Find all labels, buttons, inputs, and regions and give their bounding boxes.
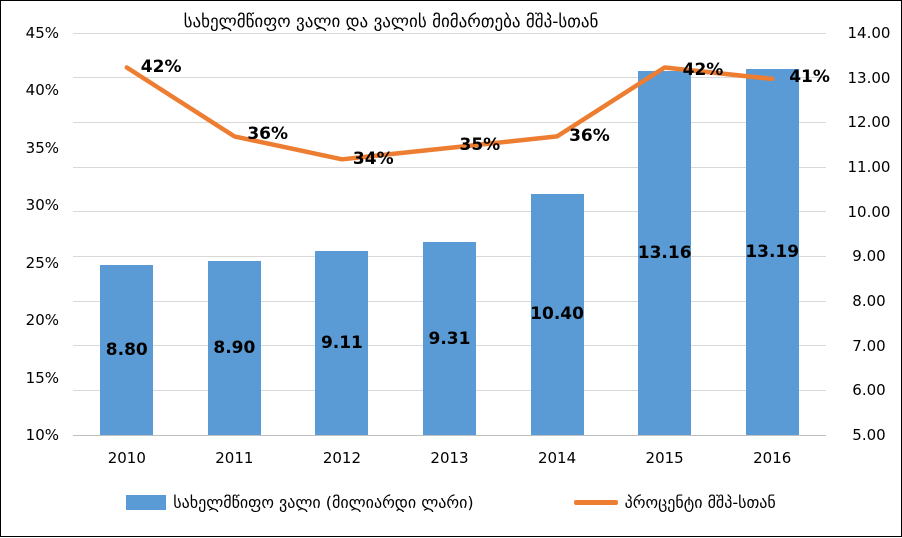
x-axis-label-2014: 2014 (537, 449, 577, 467)
right-axis-tick: 14.00 (847, 24, 891, 42)
x-axis-label-2010: 2010 (107, 449, 146, 467)
bar-value-label: 9.11 (320, 333, 363, 354)
right-axis-tick: 8.00 (852, 292, 886, 310)
bar-2014 (530, 193, 584, 435)
bar-value-label: 9.31 (428, 328, 471, 349)
right-axis-tick: 13.00 (847, 68, 891, 87)
legend-label-line-series: პროცენტი მშპ-სთან (624, 493, 776, 512)
chart-title: სახელმწიფო ვალი და ვალის მიმართება მშპ-ს… (183, 12, 599, 32)
bar-2011 (207, 260, 261, 435)
left-axis-tick: 40% (25, 81, 59, 100)
left-axis-tick: 45% (25, 24, 59, 42)
bar-value-label: 13.19 (745, 242, 800, 263)
bar-value-label: 10.40 (530, 304, 584, 325)
legend-item-line-series: პროცენტი მშპ-სთან (573, 493, 776, 512)
line-value-label: 35% (459, 134, 501, 155)
right-axis-tick: 12.00 (847, 113, 891, 132)
right-axis-tick: 6.00 (852, 381, 886, 400)
right-axis-tick: 10.00 (847, 202, 891, 221)
bar-value-label: 8.80 (105, 340, 148, 361)
x-axis-label-2016: 2016 (753, 449, 792, 467)
line-series-swatch-icon (573, 500, 618, 505)
line-value-label: 36% (247, 124, 289, 145)
line-value-label: 41% (789, 66, 830, 87)
left-axis-tick: 35% (25, 138, 59, 157)
gridline (73, 32, 826, 34)
x-axis-line (73, 434, 826, 436)
bar-value-label: 13.16 (637, 242, 692, 263)
right-axis-tick: 11.00 (847, 158, 891, 176)
x-axis-label-2013: 2013 (430, 449, 469, 467)
gridline (73, 121, 826, 123)
left-axis-tick: 10% (25, 426, 59, 444)
bar-value-label: 8.90 (213, 337, 256, 358)
line-value-label: 34% (352, 149, 394, 170)
right-axis-tick: 7.00 (852, 336, 886, 355)
gridline (73, 166, 826, 168)
bar-series-swatch-icon (126, 495, 167, 510)
bar-2013 (423, 242, 476, 435)
line-value-label: 36% (569, 126, 610, 147)
left-axis-tick: 20% (25, 311, 59, 330)
right-axis-tick: 5.00 (852, 426, 886, 444)
line-value-label: 42% (140, 57, 182, 78)
gridline (73, 211, 826, 213)
legend-item-bar-series: სახელმწიფო ვალი (მილიარდი ლარი) (126, 493, 474, 512)
left-axis-tick: 25% (25, 253, 59, 272)
bar-2010 (100, 265, 154, 435)
left-axis-tick: 15% (25, 368, 59, 387)
x-axis-label-2012: 2012 (322, 449, 362, 467)
left-axis-tick: 30% (25, 196, 59, 215)
right-axis-tick: 9.00 (852, 247, 886, 266)
legend-label-bar-series: სახელმწიფო ვალი (მილიარდი ლარი) (173, 493, 474, 512)
x-axis-label-2015: 2015 (645, 449, 684, 467)
line-value-label: 42% (682, 60, 724, 81)
x-axis-label-2011: 2011 (215, 449, 254, 467)
bar-2012 (315, 251, 369, 435)
legend: სახელმწიფო ვალი (მილიარდი ლარი) პროცენტი… (1, 493, 901, 512)
